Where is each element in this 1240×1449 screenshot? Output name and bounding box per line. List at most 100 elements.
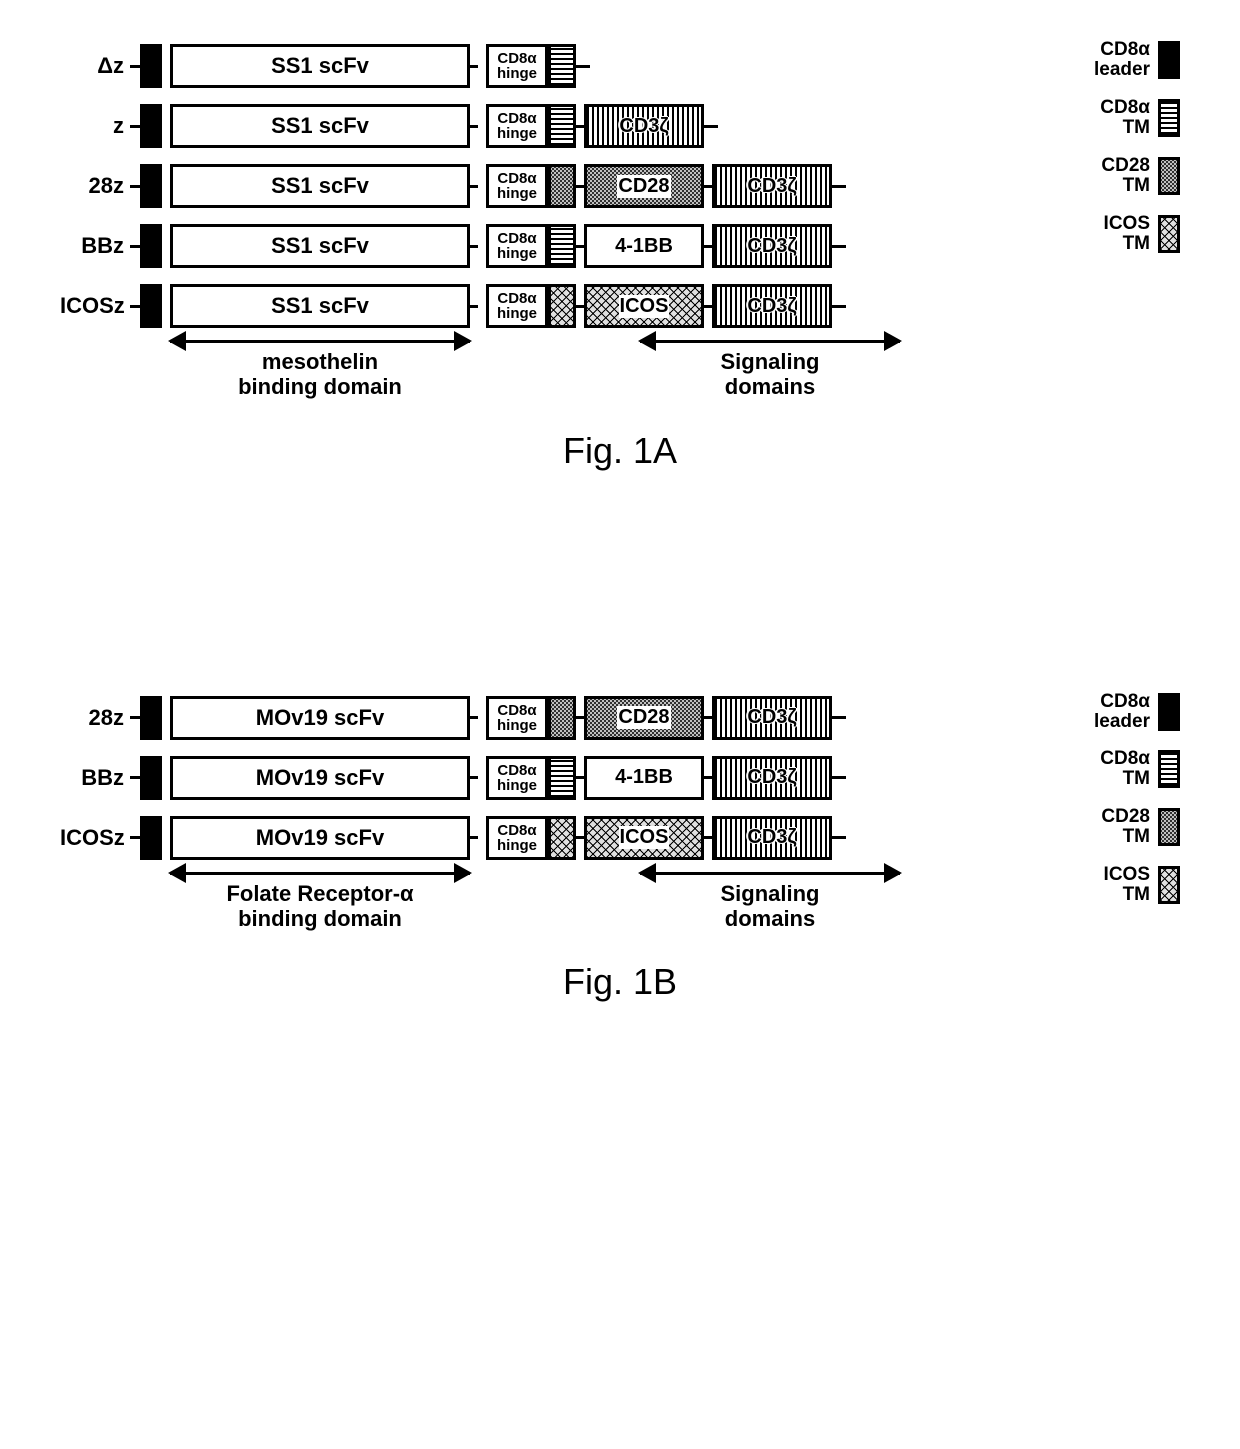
legend-item: CD28TM [1090, 807, 1180, 847]
legend-label: CD8αleader [1090, 692, 1150, 732]
arrow-row-b: Folate Receptor-αbinding domain Signalin… [170, 872, 1180, 932]
scfv-block: SS1 scFv [170, 284, 470, 328]
construct-row: ICOSz MOv19 scFv CD8αhinge ICOSCD3ζ [60, 812, 1180, 864]
construct-row: 28z SS1 scFv CD8αhinge CD28CD3ζ [60, 160, 1180, 212]
signaling-arrow [640, 872, 900, 875]
end-tick [832, 245, 846, 248]
signaling-domain: CD28 [584, 696, 704, 740]
scfv-block: SS1 scFv [170, 224, 470, 268]
construct-label: BBz [60, 233, 130, 259]
cd8a-leader-block [140, 816, 162, 860]
legend-label: CD8αleader [1090, 40, 1150, 80]
legend-swatch [1158, 99, 1180, 137]
figure-caption-b: Fig. 1B [60, 961, 1180, 1003]
signaling-domain: CD3ζ [584, 104, 704, 148]
tm-block [548, 224, 576, 268]
legend-item: CD8αTM [1090, 98, 1180, 138]
connector [470, 245, 478, 248]
connector [576, 776, 584, 779]
cd8a-leader-block [140, 696, 162, 740]
legend-item: CD8αTM [1090, 749, 1180, 789]
signaling-domain: CD28 [584, 164, 704, 208]
connector [576, 836, 584, 839]
signaling-domain: CD3ζ [712, 224, 832, 268]
hinge-block: CD8αhinge [486, 164, 548, 208]
construct-label: ICOSz [60, 825, 130, 851]
connector [704, 836, 712, 839]
signaling-domain: 4-1BB [584, 756, 704, 800]
construct-row: ICOSzSS1 scFvCD8αhingeICOSCD3ζ [60, 280, 1180, 332]
binding-arrow [170, 340, 470, 343]
connector [470, 836, 478, 839]
legend-label: CD8αTM [1090, 749, 1150, 789]
signaling-arrow [640, 340, 900, 343]
construct-label: ICOSz [60, 293, 130, 319]
cd8a-leader-block [140, 104, 162, 148]
connector [704, 305, 712, 308]
tm-block [548, 104, 576, 148]
end-tick [832, 305, 846, 308]
scfv-block: SS1 scFv [170, 104, 470, 148]
legend-a: CD8αleader CD8αTM CD28TM ICOSTM [1090, 40, 1180, 254]
binding-arrow [170, 872, 470, 875]
tm-block [548, 284, 576, 328]
construct-row: BBzSS1 scFvCD8αhinge4-1BBCD3ζ [60, 220, 1180, 272]
end-tick [576, 65, 590, 68]
construct-label: BBz [60, 765, 130, 791]
connector [470, 776, 478, 779]
connector [704, 776, 712, 779]
binding-arrow-label: Folate Receptor-αbinding domain [226, 881, 413, 932]
binding-arrow-label: mesothelinbinding domain [238, 349, 402, 400]
figure-caption-a: Fig. 1A [60, 430, 1180, 472]
legend-label: CD28TM [1090, 807, 1150, 847]
legend-swatch [1158, 808, 1180, 846]
hinge-block: CD8αhinge [486, 104, 548, 148]
scfv-block: SS1 scFv [170, 44, 470, 88]
tm-block [548, 696, 576, 740]
hinge-block: CD8αhinge [486, 44, 548, 88]
connector [576, 185, 584, 188]
cd8a-leader-block [140, 44, 162, 88]
legend-label: CD8αTM [1090, 98, 1150, 138]
end-tick [704, 125, 718, 128]
signaling-arrow-group: Signalingdomains [640, 340, 900, 400]
scfv-block: MOv19 scFv [170, 816, 470, 860]
legend-label: ICOSTM [1090, 865, 1150, 905]
legend-b: CD8αleader CD8αTM CD28TM ICOSTM [1090, 692, 1180, 906]
legend-swatch [1158, 157, 1180, 195]
signaling-domain: ICOS [584, 816, 704, 860]
tm-block [548, 164, 576, 208]
signaling-arrow-label: Signalingdomains [721, 349, 820, 400]
legend-item: CD8αleader [1090, 692, 1180, 732]
scfv-block: MOv19 scFv [170, 696, 470, 740]
scfv-block: SS1 scFv [170, 164, 470, 208]
end-tick [832, 185, 846, 188]
end-tick [832, 836, 846, 839]
legend-item: CD28TM [1090, 156, 1180, 196]
arrow-row-a: mesothelinbinding domain Signalingdomain… [170, 340, 1180, 400]
construct-label: z [60, 113, 130, 139]
signaling-domain: CD3ζ [712, 816, 832, 860]
tm-block [548, 756, 576, 800]
construct-row: 28zMOv19 scFvCD8αhingeCD28CD3ζ [60, 692, 1180, 744]
connector [576, 245, 584, 248]
construct-label: 28z [60, 173, 130, 199]
legend-item: ICOSTM [1090, 214, 1180, 254]
hinge-block: CD8αhinge [486, 284, 548, 328]
legend-item: CD8αleader [1090, 40, 1180, 80]
end-tick [832, 716, 846, 719]
connector [470, 305, 478, 308]
legend-swatch [1158, 693, 1180, 731]
hinge-block: CD8αhinge [486, 816, 548, 860]
construct-label: Δz [60, 53, 130, 79]
scfv-block: MOv19 scFv [170, 756, 470, 800]
signaling-domain: CD3ζ [712, 696, 832, 740]
construct-row: Δz SS1 scFv CD8αhinge [60, 40, 1180, 92]
signaling-domain: CD3ζ [712, 756, 832, 800]
signaling-domain: CD3ζ [712, 164, 832, 208]
legend-swatch [1158, 750, 1180, 788]
connector [470, 716, 478, 719]
connector [576, 305, 584, 308]
signaling-domain: ICOS [584, 284, 704, 328]
binding-arrow-group: Folate Receptor-αbinding domain [170, 872, 470, 932]
